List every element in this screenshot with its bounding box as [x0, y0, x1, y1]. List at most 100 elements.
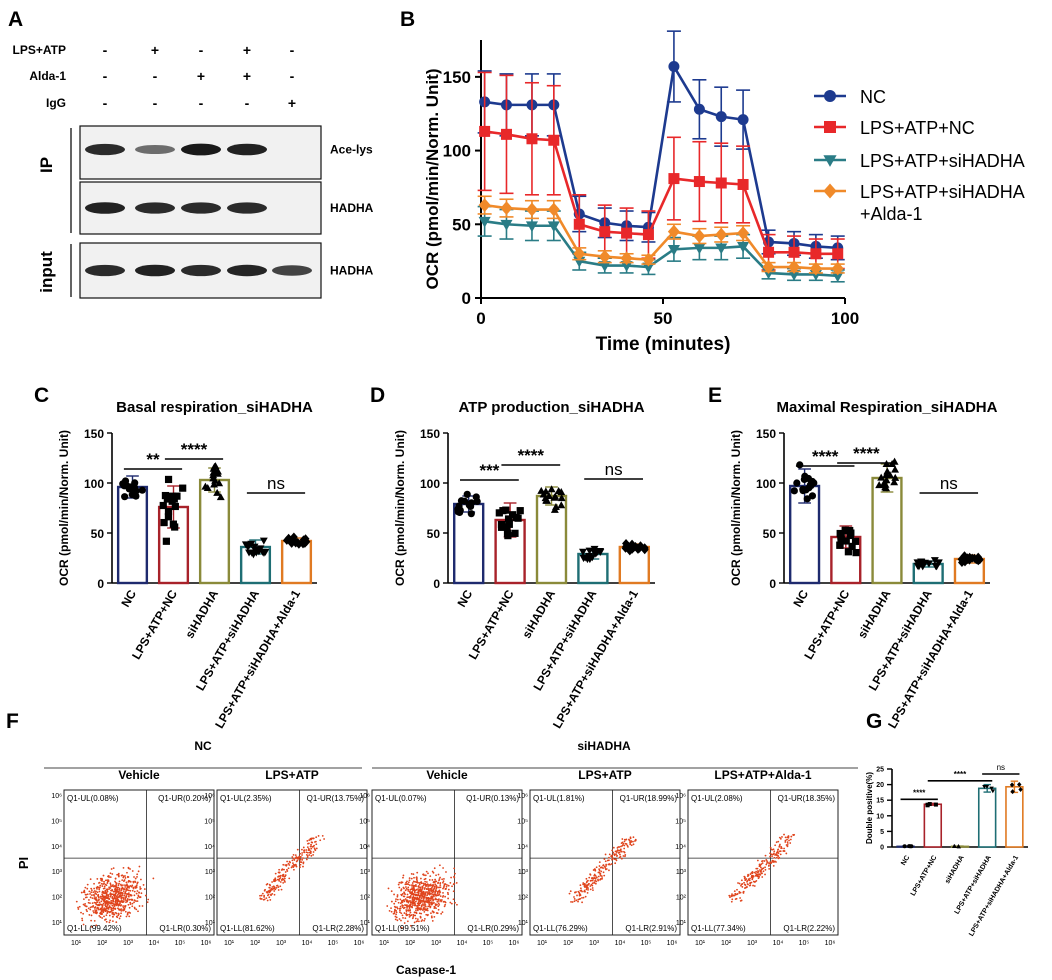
event-dot [401, 914, 404, 917]
event-dot [441, 878, 444, 881]
data-point [164, 507, 173, 516]
event-dot [598, 865, 601, 867]
event-dot [449, 901, 452, 904]
event-dot [620, 850, 623, 853]
event-dot [299, 863, 302, 866]
event-dot [579, 887, 582, 890]
category-label: LPS+ATP+siHADHA+Alda-1 [550, 587, 641, 731]
event-dot [311, 841, 314, 844]
event-dot [401, 893, 404, 895]
event-dot [777, 848, 780, 851]
event-dot [291, 856, 294, 858]
event-dot [111, 896, 114, 898]
event-dot [613, 854, 616, 857]
event-dot [762, 870, 765, 873]
y-tick-label: 10⁵ [517, 818, 528, 825]
data-point [1017, 781, 1022, 787]
data-point [715, 243, 728, 255]
event-dot [611, 849, 614, 852]
data-point [299, 537, 308, 547]
panel-label-d: D [370, 384, 385, 407]
series-line [484, 220, 838, 278]
event-dot [618, 849, 621, 852]
y-tick-label: 50 [91, 527, 105, 541]
flow-plot-title: LPS+ATP [265, 768, 318, 782]
flow-plot: LPS+ATP+Alda-1 Q1-UL(2.08%) Q1-UR(18.35%) Q… [675, 768, 839, 947]
event-dot [404, 898, 407, 900]
data-point [260, 549, 268, 557]
event-dot [86, 893, 89, 896]
event-dot [306, 851, 309, 854]
event-dot [135, 900, 137, 903]
event-dot [785, 852, 788, 855]
event-dot [756, 859, 759, 862]
event-dot [114, 908, 117, 911]
event-dot [435, 894, 437, 897]
data-point [796, 461, 804, 469]
event-dot [413, 876, 415, 879]
event-dot [738, 892, 741, 894]
event-dot [271, 881, 273, 883]
event-dot [108, 921, 111, 924]
event-dot [112, 913, 115, 916]
event-dot [115, 883, 118, 886]
event-dot [768, 867, 771, 870]
event-dot [92, 904, 95, 907]
event-dot [412, 895, 415, 898]
event-dot [420, 897, 423, 900]
event-dot [124, 884, 126, 887]
event-dot [100, 913, 103, 916]
significance-label: *** [479, 461, 499, 480]
event-dot [284, 864, 287, 866]
event-dot [95, 912, 98, 915]
event-dot [424, 883, 427, 886]
event-dot [303, 851, 306, 854]
event-dot [105, 884, 108, 887]
data-point [590, 545, 599, 553]
event-dot [403, 900, 406, 903]
event-dot [427, 897, 430, 900]
event-dot [97, 907, 100, 910]
event-dot [99, 884, 102, 887]
event-dot [426, 891, 429, 894]
event-dot [114, 877, 117, 880]
event-dot [779, 853, 782, 856]
event-dot [412, 916, 415, 918]
event-dot [432, 898, 435, 901]
event-dot [271, 892, 274, 895]
event-dot [634, 840, 636, 842]
event-dot [310, 845, 312, 848]
event-dot [128, 898, 131, 901]
event-dot [433, 916, 436, 918]
event-dot [299, 852, 302, 855]
event-dot [392, 912, 395, 915]
event-dot [424, 893, 426, 896]
event-dot [621, 841, 624, 844]
y-tick-label: 10⁵ [204, 818, 215, 825]
blot-sign: - [103, 42, 108, 58]
event-dot [628, 839, 631, 842]
quadrant-ul: Q1-UL(2.35%) [220, 794, 272, 803]
event-dot [108, 876, 110, 878]
event-dot [430, 893, 433, 895]
event-dot [388, 909, 391, 912]
event-dot [95, 898, 98, 901]
event-dot [297, 857, 300, 860]
panel-label-b: B [400, 8, 415, 31]
data-point [737, 242, 750, 253]
event-dot [386, 905, 389, 907]
event-dot [121, 879, 124, 882]
legend-label: LPS+ATP+NC [860, 118, 975, 138]
event-dot [408, 900, 411, 902]
event-dot [114, 887, 117, 890]
data-point [841, 526, 849, 534]
event-dot [570, 901, 572, 903]
event-dot [395, 916, 398, 919]
event-dot [85, 905, 87, 908]
ocr-line-chart: 0 50 100 150 0 50 100 Time (minutes) OCR (pmol/m… [423, 30, 1025, 355]
event-dot [292, 857, 295, 860]
event-dot [439, 899, 442, 901]
event-dot [321, 834, 324, 837]
event-dot [405, 883, 408, 886]
event-dot [310, 854, 313, 857]
